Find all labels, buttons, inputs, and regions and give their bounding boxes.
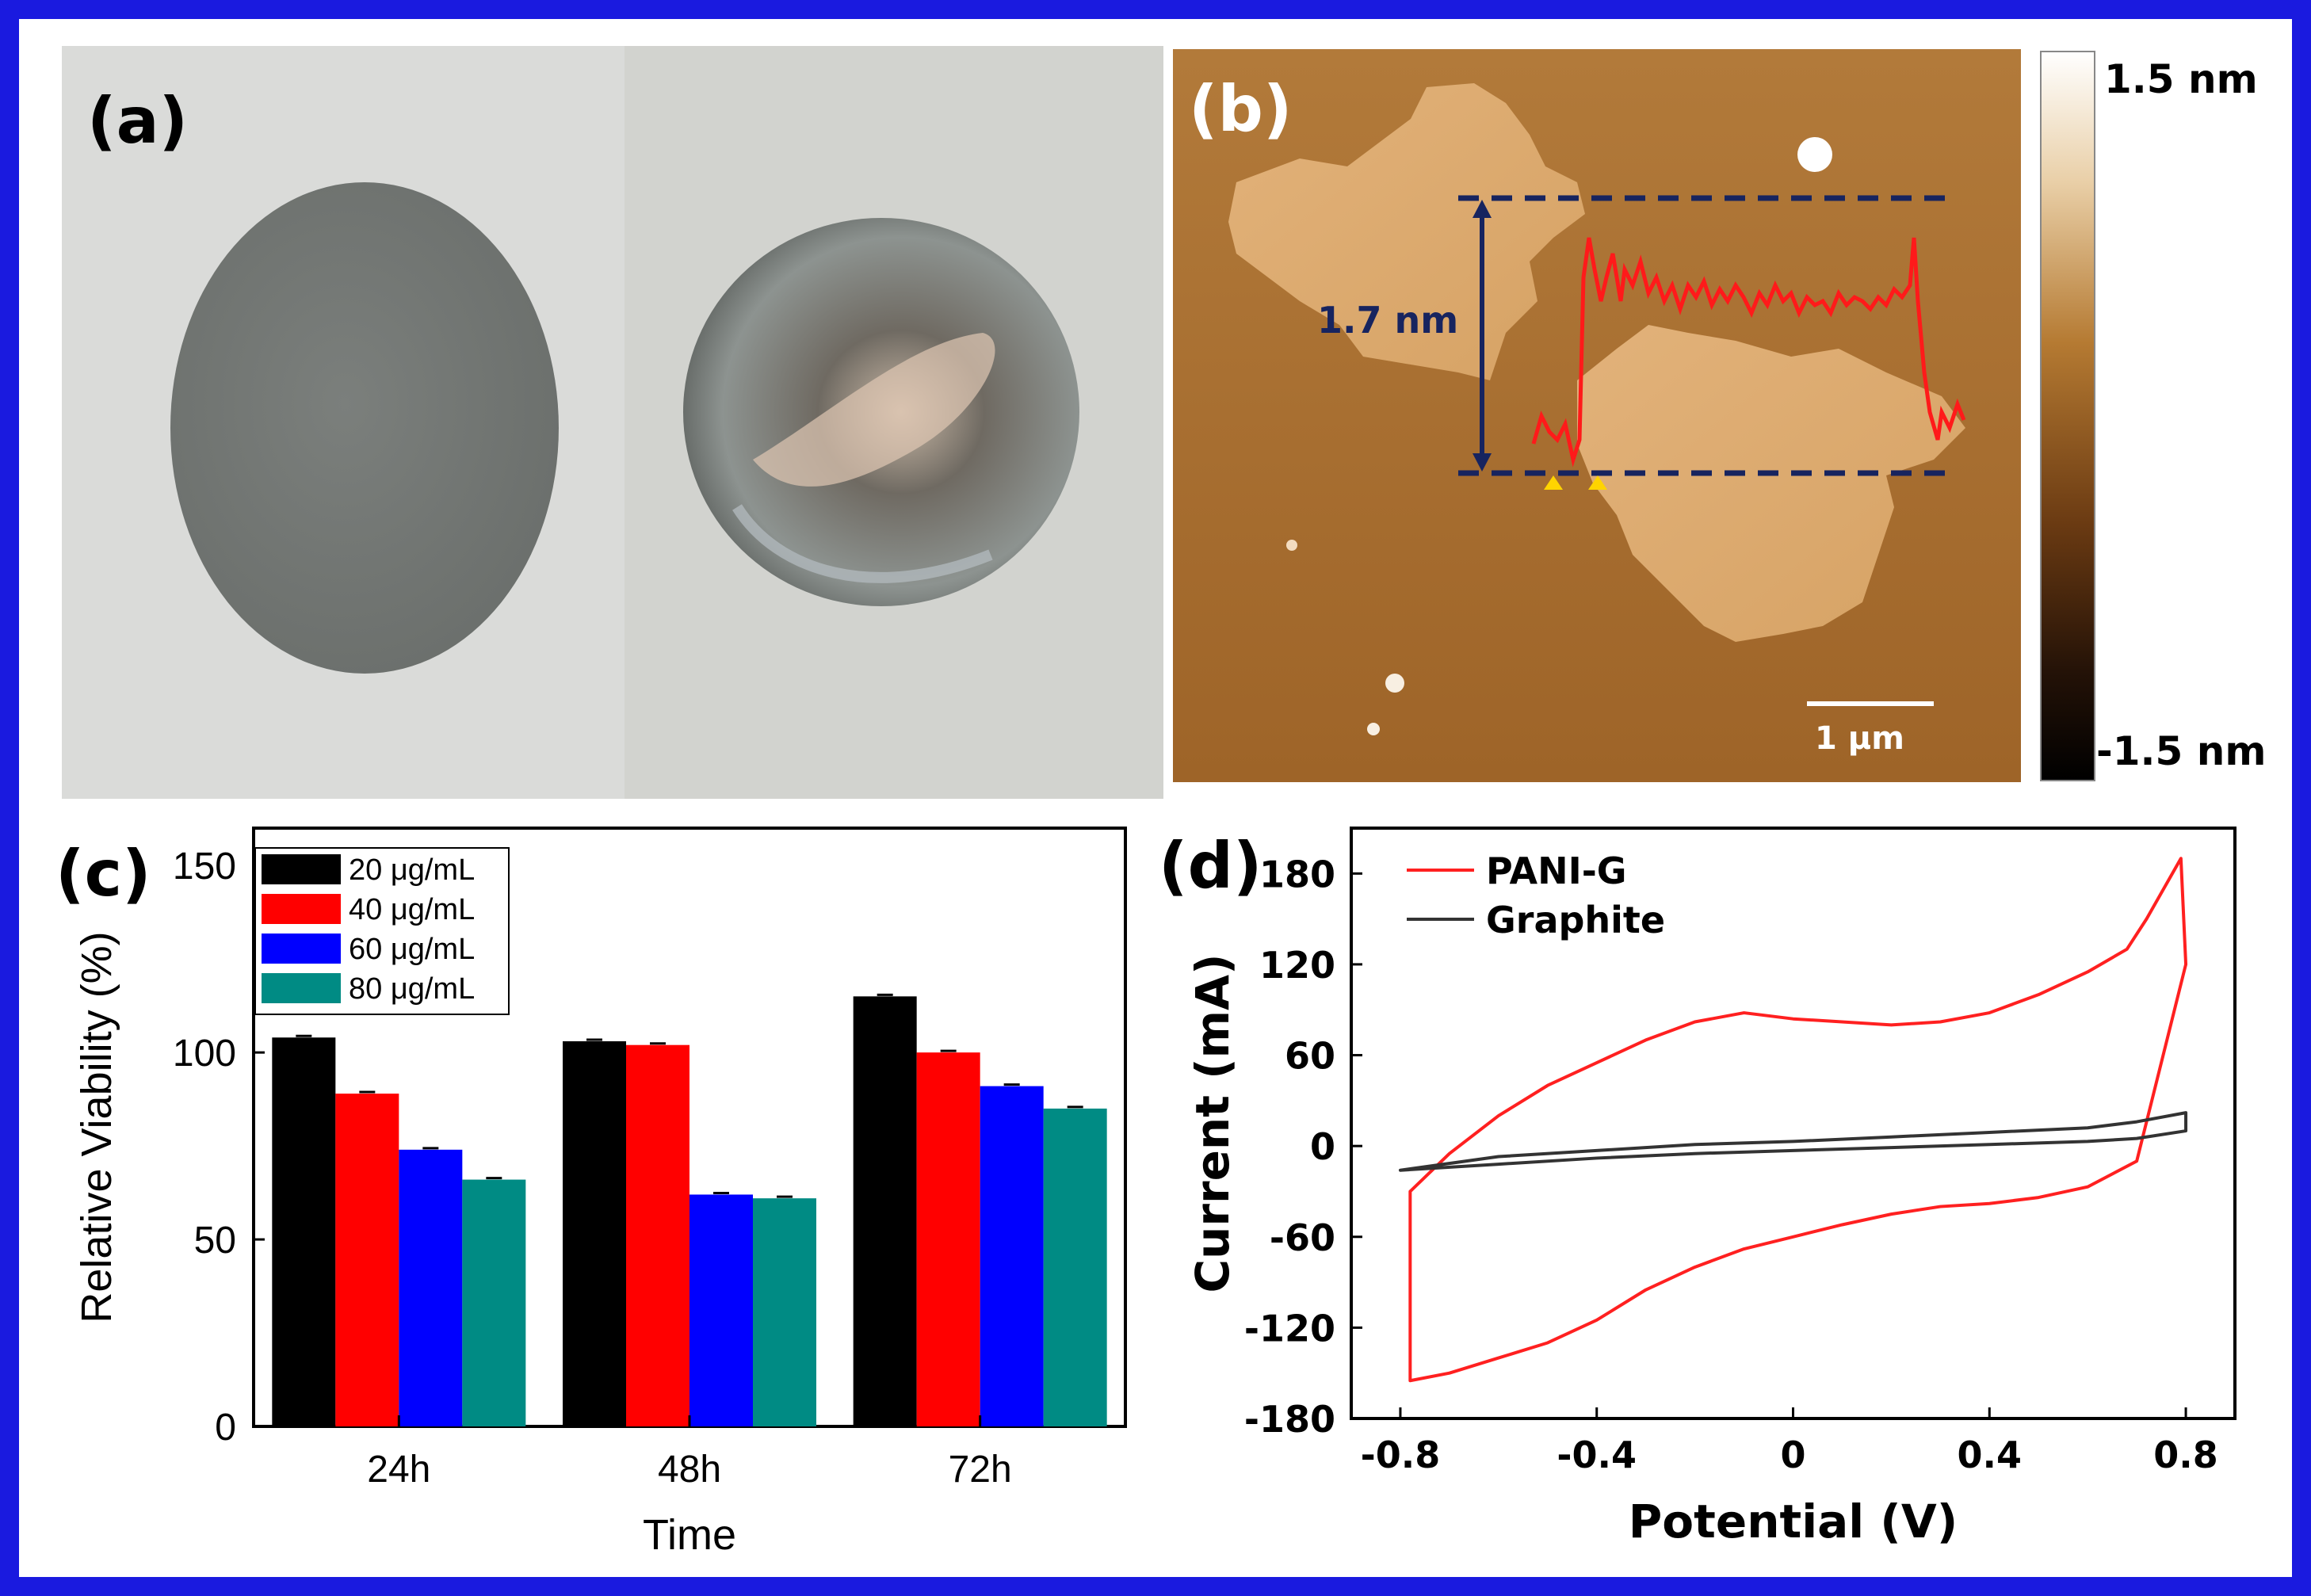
colorbar-min-label: -1.5 nm [2096, 728, 2266, 774]
y-tick-label: -180 [1244, 1398, 1335, 1441]
x-tick-label: 0 [1780, 1434, 1805, 1476]
x-tick-label: -0.8 [1361, 1434, 1441, 1476]
step-height-label: 1.7 nm [1317, 299, 1458, 342]
legend-label: 40 μg/mL [349, 893, 475, 926]
x-axis-title: Potential (V) [1629, 1495, 1958, 1548]
bar [753, 1198, 816, 1426]
legend-label: PANI-G [1486, 850, 1627, 892]
y-axis-title: Relative Viability (%) [73, 931, 120, 1323]
disc-reflection [753, 333, 995, 487]
afm-particle [1385, 674, 1404, 693]
y-tick-label: 120 [1259, 944, 1335, 987]
series-line [1398, 1111, 2188, 1172]
y-axis-title: Current (mA) [1186, 954, 1240, 1293]
legend-swatch [262, 973, 341, 1003]
x-tick-label: 24h [367, 1449, 430, 1491]
plot-frame [1350, 827, 2237, 1420]
afm-particle [1797, 137, 1832, 172]
arrow-head-top [1473, 200, 1492, 218]
panel-c-label: (c) [55, 837, 151, 911]
height-profile-line [1531, 237, 1966, 468]
legend-label: Graphite [1486, 899, 1665, 941]
y-tick-label: -60 [1270, 1216, 1335, 1259]
afm-particle [1286, 540, 1297, 551]
panel-d-label: (d) [1159, 829, 1262, 903]
bar [980, 1086, 1044, 1426]
bar [462, 1179, 526, 1426]
legend-swatch [262, 854, 341, 884]
x-tick-label: 48h [658, 1449, 721, 1491]
y-tick-label: 180 [1259, 853, 1335, 895]
panel-b-label: (b) [1189, 72, 1292, 146]
arrow-head-bottom [1473, 453, 1492, 472]
panel-d: (d) -180 -120 -60 0 60 120 180 -0.8 -0.4 0 0.4 0.8 P… [1159, 827, 2237, 1548]
x-tick-label: 0.8 [2153, 1434, 2218, 1476]
x-tick-label: 0.4 [1958, 1434, 2023, 1476]
y-tick-label: 60 [1285, 1035, 1335, 1078]
bar [689, 1194, 753, 1426]
y-tick-label: 0 [215, 1407, 236, 1449]
colorbar-max-label: 1.5 nm [2104, 56, 2258, 102]
panel-c: (c) 0 50 100 150 24h 48h 72h Time Relative Viabi… [55, 827, 1127, 1559]
graphene-flake-lower [1577, 325, 1965, 642]
bar [626, 1044, 689, 1426]
bar [272, 1037, 336, 1426]
bar [1043, 1108, 1107, 1426]
y-tick-label: 0 [1310, 1125, 1335, 1168]
bar [563, 1040, 626, 1426]
colorbar [2040, 51, 2095, 781]
legend-label: 80 μg/mL [349, 972, 475, 1006]
series-line [1408, 857, 2188, 1383]
bar [916, 1052, 980, 1426]
profile-marker [1544, 475, 1563, 490]
disc-edge-highlight [732, 504, 993, 583]
legend-label: 60 μg/mL [349, 933, 475, 966]
legend-swatch [262, 894, 341, 924]
graphene-flake-upper [1228, 83, 1585, 380]
y-tick-label: 150 [173, 846, 236, 888]
profile-marker [1588, 475, 1607, 490]
bar [853, 996, 917, 1426]
legend-swatch [262, 934, 341, 964]
x-tick-label: -0.4 [1557, 1434, 1637, 1476]
bar [399, 1149, 463, 1426]
cv-line-chart: -180 -120 -60 0 60 120 180 -0.8 -0.4 0 0.4 0.8 Poten… [1186, 827, 2237, 1548]
legend-label: 20 μg/mL [349, 853, 475, 887]
y-tick-label: 50 [194, 1220, 236, 1262]
panel-a: (a) [62, 46, 1163, 799]
x-axis-title: Time [643, 1511, 736, 1559]
panel-b: 1.7 nm 1 μm 1.5 nm -1.5 nm (b) [1173, 49, 2266, 782]
gray-film-disc [170, 182, 559, 674]
y-tick-label: -120 [1244, 1307, 1335, 1350]
bar [335, 1094, 399, 1426]
viability-bar-chart: 0 50 100 150 24h 48h 72h Time Relative Viability… [73, 827, 1127, 1559]
y-tick-label: 100 [173, 1033, 236, 1075]
x-tick-label: 72h [949, 1449, 1012, 1491]
afm-particle [1367, 723, 1380, 735]
scale-bar-label: 1 μm [1815, 720, 1904, 757]
panel-a-label: (a) [87, 84, 188, 158]
